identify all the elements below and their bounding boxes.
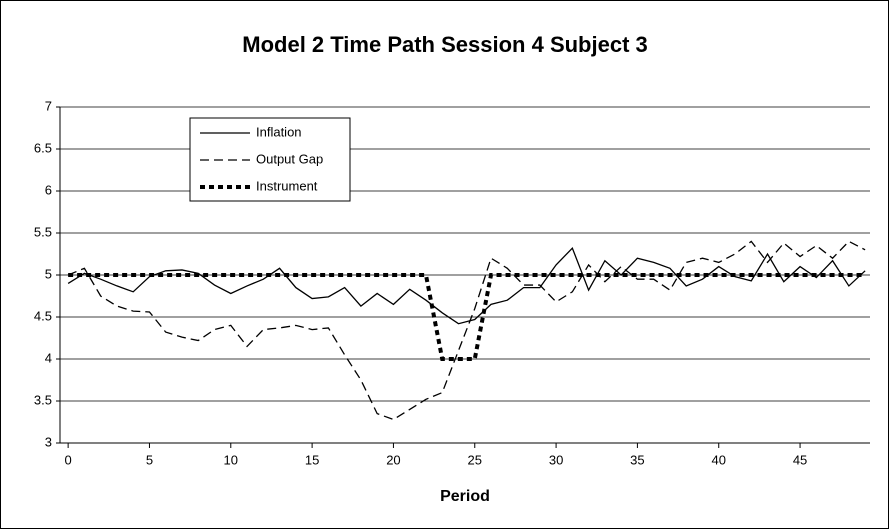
x-tick-label: 5 xyxy=(146,452,153,467)
x-tick-label: 20 xyxy=(386,452,400,467)
y-tick-label: 3.5 xyxy=(34,392,52,407)
y-tick-label: 6 xyxy=(45,182,52,197)
x-tick-label: 25 xyxy=(468,452,482,467)
y-tick-label: 5 xyxy=(45,266,52,281)
y-tick-label: 4.5 xyxy=(34,308,52,323)
x-tick-label: 10 xyxy=(224,452,238,467)
y-tick-label: 7 xyxy=(45,98,52,113)
x-tick-label: 35 xyxy=(630,452,644,467)
series-line xyxy=(68,273,866,361)
legend-label: Output Gap xyxy=(256,151,323,166)
y-tick-label: 4 xyxy=(45,350,52,365)
x-tick-label: 15 xyxy=(305,452,319,467)
x-tick-label: 40 xyxy=(712,452,726,467)
y-tick-label: 3 xyxy=(45,434,52,449)
legend-label: Inflation xyxy=(256,124,302,139)
y-tick-label: 5.5 xyxy=(34,224,52,239)
series-line xyxy=(67,240,866,421)
legend-label: Instrument xyxy=(256,178,318,193)
x-axis-label: Period xyxy=(440,488,490,505)
x-tick-label: 30 xyxy=(549,452,563,467)
chart-title: Model 2 Time Path Session 4 Subject 3 xyxy=(242,32,648,57)
x-tick-label: 45 xyxy=(793,452,807,467)
y-tick-label: 6.5 xyxy=(34,140,52,155)
x-tick-label: 0 xyxy=(65,452,72,467)
